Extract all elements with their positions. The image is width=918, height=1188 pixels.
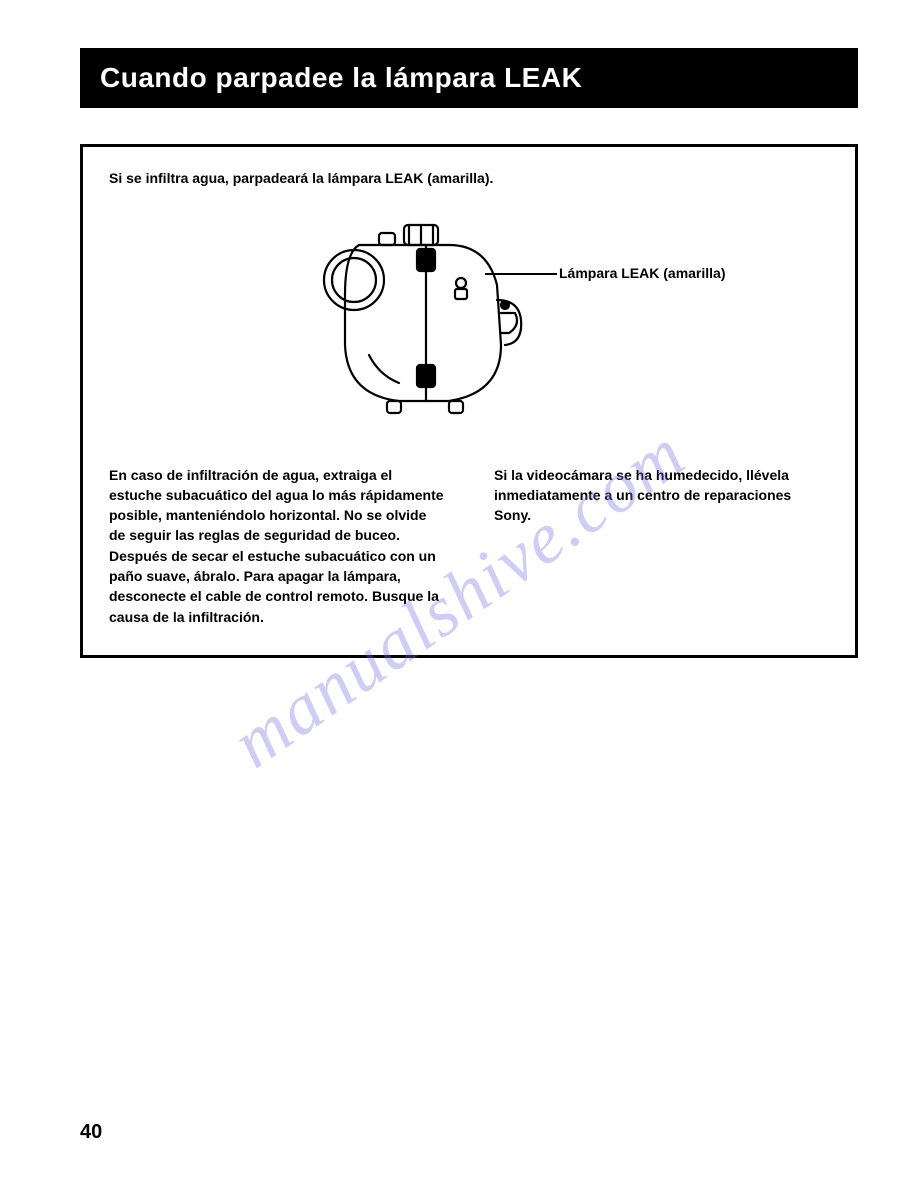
page-title-banner: Cuando parpadee la lámpara LEAK <box>80 48 858 108</box>
text-columns: En caso de infiltración de agua, extraig… <box>109 465 829 627</box>
camera-housing-illustration: Lámpara LEAK (amarilla) <box>219 205 719 435</box>
content-box: Si se infiltra agua, parpadeará la lámpa… <box>80 144 858 658</box>
callout-leader-line <box>485 273 557 275</box>
housing-svg <box>309 205 549 425</box>
column-right: Si la videocámara se ha humedecido, llév… <box>494 465 829 627</box>
page-number: 40 <box>80 1121 102 1144</box>
column-left: En caso de infiltración de agua, extraig… <box>109 465 444 627</box>
intro-paragraph: Si se infiltra agua, parpadeará la lámpa… <box>109 169 509 189</box>
page-title: Cuando parpadee la lámpara LEAK <box>100 62 582 93</box>
leak-lamp-callout: Lámpara LEAK (amarilla) <box>559 265 726 281</box>
